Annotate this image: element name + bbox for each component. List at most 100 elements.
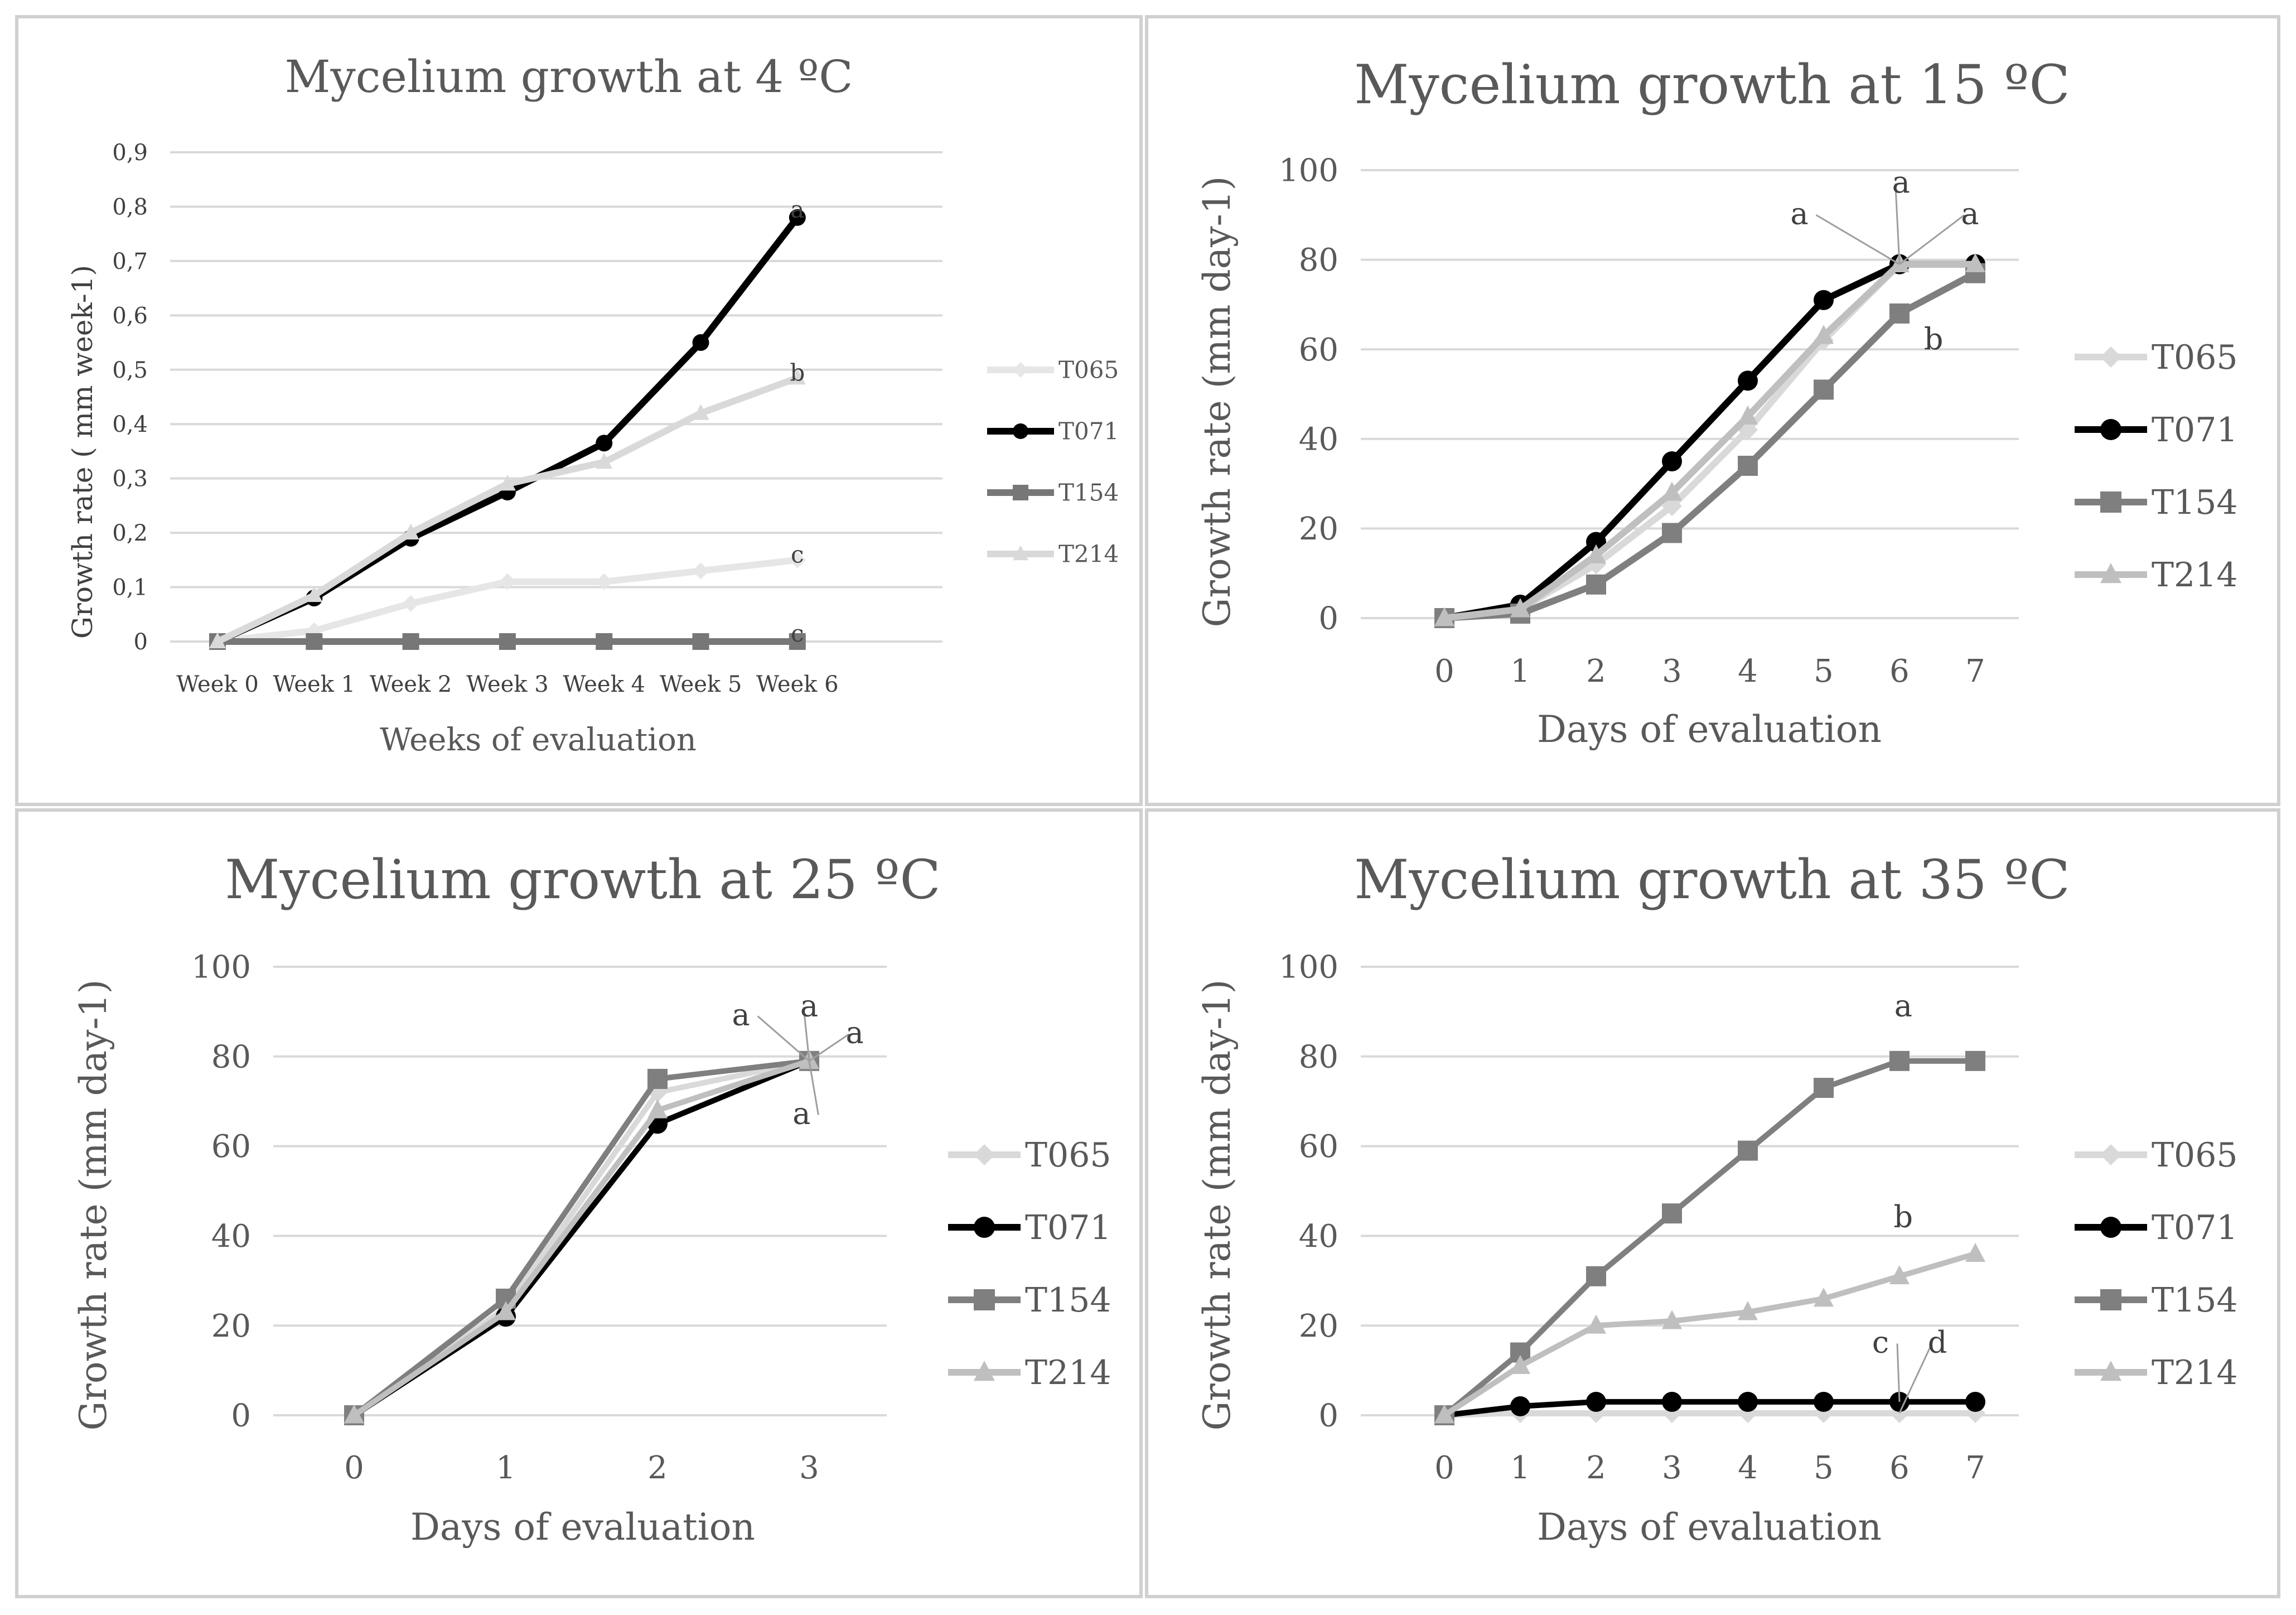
data-point-t214 <box>789 368 806 385</box>
legend-marker-t214 <box>2100 563 2121 584</box>
series-line-t154 <box>1442 1058 1975 1418</box>
data-point-t154 <box>402 633 419 650</box>
data-point-t154 <box>499 633 516 650</box>
legend-label-t214: T214 <box>2152 1353 2238 1392</box>
legend-marker-t214 <box>2100 1361 2121 1381</box>
data-point-t154 <box>647 1069 668 1089</box>
data-point-t071 <box>789 209 806 226</box>
data-point-t214 <box>1586 544 1606 563</box>
chart-title: Mycelium growth at 15 ºC <box>1354 54 2070 116</box>
series-line-t065 <box>1444 1410 1975 1418</box>
annotation-label: a <box>800 988 818 1023</box>
annotation-leader <box>757 1015 810 1062</box>
y-tick-label: 0,2 <box>112 520 148 546</box>
annotation-label: a <box>1961 196 1979 231</box>
data-point-t154 <box>1586 1266 1606 1286</box>
chart-title: Mycelium growth at 25 ºC <box>225 849 941 911</box>
y-tick-label: 60 <box>211 1129 251 1165</box>
legend-marker-t214 <box>974 1361 995 1381</box>
data-point-t214 <box>1510 1354 1530 1374</box>
annotation-label: c <box>791 541 804 568</box>
data-point-t214 <box>1662 1310 1682 1329</box>
x-tick-label: Week 5 <box>660 672 742 697</box>
annotation-label: c <box>1872 1324 1889 1360</box>
annotation-leader <box>1898 1343 1933 1414</box>
panel-border <box>1145 808 2280 1598</box>
data-point-t071 <box>1662 1391 1682 1412</box>
data-point-t154 <box>1889 303 1910 324</box>
y-tick-label: 100 <box>1279 153 1338 189</box>
legend-marker-t071 <box>1013 423 1028 439</box>
data-point-t214 <box>306 586 323 602</box>
y-tick-label: 0 <box>1318 601 1338 637</box>
chart-panel-4c: Mycelium growth at 4 ºC Growth rate ( mm… <box>15 15 1143 806</box>
annotation-label: a <box>732 997 750 1033</box>
data-point-t154 <box>596 633 613 650</box>
annotation-label: a <box>792 1096 810 1131</box>
legend-marker-t071 <box>2100 1217 2121 1238</box>
legend-label-t065: T065 <box>1058 356 1119 384</box>
x-tick-label: Week 1 <box>273 672 355 697</box>
y-tick-label: 0,1 <box>112 575 148 601</box>
series-line-t071 <box>1444 1399 1975 1418</box>
y-tick-label: 40 <box>1299 1218 1338 1255</box>
series-line-t154 <box>352 1058 810 1418</box>
y-axis-label: Growth rate (mm day-1) <box>72 980 115 1431</box>
data-point-t214 <box>1814 325 1834 344</box>
legend-marker-t154 <box>1013 485 1028 500</box>
legend-marker-t065 <box>2100 346 2121 368</box>
data-point-t154 <box>1738 1140 1758 1161</box>
annotation-leader <box>809 1033 850 1062</box>
data-point-t214 <box>1434 1404 1454 1424</box>
data-point-t214 <box>1586 1314 1606 1334</box>
legend-marker-t071 <box>974 1217 995 1238</box>
x-tick-label: 2 <box>1586 653 1606 690</box>
data-point-t214 <box>499 474 516 491</box>
x-tick-label: 2 <box>647 1450 668 1486</box>
x-tick-label: 3 <box>1662 1450 1682 1486</box>
data-point-t071 <box>1814 1391 1834 1412</box>
x-tick-label: 0 <box>1434 653 1454 690</box>
legend-label-t071: T071 <box>1058 418 1119 445</box>
y-tick-label: 40 <box>211 1218 251 1255</box>
x-tick-label: 1 <box>496 1450 516 1486</box>
legend: T065 T071 T154 T214 <box>987 356 1119 568</box>
data-point-t154 <box>789 633 806 650</box>
legend-marker-t065 <box>2100 1144 2121 1165</box>
annotation-leader <box>1815 214 1900 265</box>
data-point-t071 <box>1662 451 1682 471</box>
x-tick-label: 5 <box>1814 653 1834 690</box>
y-tick-label: 0,7 <box>112 249 148 274</box>
legend-label-t065: T065 <box>2152 338 2238 377</box>
series-line-t214 <box>1444 261 1975 621</box>
y-tick-label: 60 <box>1299 1129 1338 1165</box>
data-point-t071 <box>1738 370 1758 391</box>
legend-marker-t154 <box>2100 1289 2121 1310</box>
x-tick-label: Week 2 <box>370 672 452 697</box>
chart-title: Mycelium growth at 4 ºC <box>285 51 853 103</box>
x-tick-label: 4 <box>1738 653 1758 690</box>
chart-panel-35c: Mycelium growth at 35 ºC Growth rate (mm… <box>1145 808 2280 1598</box>
series-line-t214 <box>352 1058 810 1418</box>
annotation-label: b <box>790 359 805 386</box>
legend-marker-t065 <box>1013 362 1028 378</box>
data-point-t071 <box>1510 1396 1530 1416</box>
x-tick-label: Week 0 <box>176 672 259 697</box>
x-tick-label: 6 <box>1889 1450 1910 1486</box>
legend-label-t154: T154 <box>1058 479 1119 507</box>
y-tick-label: 0,4 <box>112 412 148 437</box>
data-point-t065 <box>402 595 419 612</box>
x-tick-label: 6 <box>1889 653 1910 690</box>
data-point-t071 <box>596 435 613 452</box>
x-tick-label: 3 <box>1662 653 1682 690</box>
y-tick-label: 0,9 <box>112 140 148 166</box>
annotation-leader <box>1896 1343 1901 1402</box>
x-tick-label: 3 <box>799 1450 819 1486</box>
y-tick-label: 100 <box>191 949 251 986</box>
chart-title: Mycelium growth at 35 ºC <box>1354 849 2070 911</box>
data-point-t214 <box>596 452 613 469</box>
data-point-t154 <box>1965 1050 1985 1071</box>
annotation-leader <box>803 1007 810 1061</box>
